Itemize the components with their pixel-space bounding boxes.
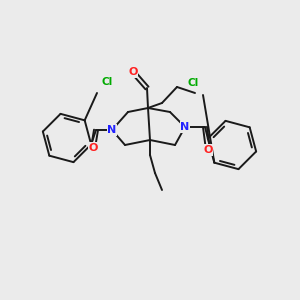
Text: Cl: Cl xyxy=(188,78,199,88)
Text: O: O xyxy=(88,143,98,153)
Text: N: N xyxy=(180,122,190,132)
Text: O: O xyxy=(203,145,213,155)
Text: N: N xyxy=(107,125,117,135)
Text: O: O xyxy=(128,67,138,77)
Text: Cl: Cl xyxy=(101,77,112,87)
